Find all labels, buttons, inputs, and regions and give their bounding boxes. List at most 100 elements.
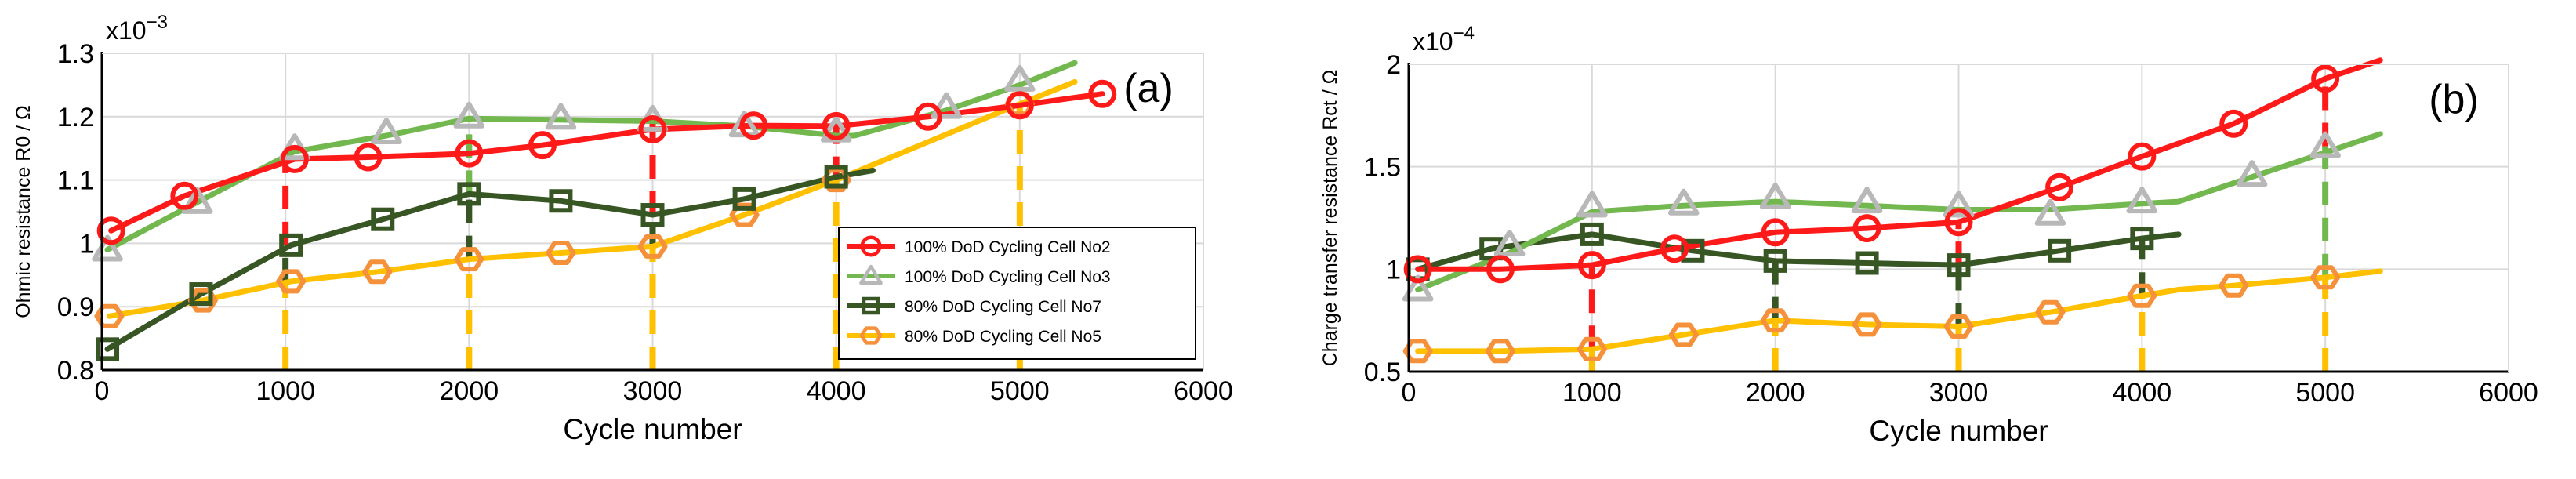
y-tick-label: 0.8 bbox=[57, 356, 94, 386]
point-cell3 bbox=[1667, 188, 1700, 216]
legend-marker-cell3 bbox=[859, 264, 883, 285]
series-line-cell5 bbox=[106, 78, 1078, 319]
point-cell3 bbox=[1402, 274, 1434, 302]
point-cell3 bbox=[545, 103, 577, 130]
legend-marker-shape bbox=[859, 264, 883, 285]
point-cell2 bbox=[528, 131, 557, 160]
point-cell3 bbox=[2126, 187, 2158, 214]
point-cell2 bbox=[455, 139, 484, 168]
point-cell2 bbox=[2219, 109, 2248, 138]
point-cell2 bbox=[170, 181, 199, 210]
point-cell5 bbox=[546, 241, 576, 265]
x-tick-label: 4000 bbox=[807, 376, 866, 406]
point-cell2 bbox=[1577, 251, 1606, 280]
legend-label: 100% DoD Cycling Cell No2 bbox=[905, 238, 1111, 256]
point-cell2 bbox=[280, 144, 309, 173]
point-cell5 bbox=[637, 234, 668, 259]
point-cell7 bbox=[1681, 238, 1705, 263]
y-tick-label: 1 bbox=[1386, 255, 1401, 285]
exponent-power: −4 bbox=[1453, 23, 1475, 44]
point-cell5 bbox=[2035, 299, 2066, 325]
point-cell2 bbox=[1088, 79, 1117, 108]
legend-label: 80% DoD Cycling Cell No5 bbox=[905, 328, 1101, 346]
point-cell3 bbox=[1943, 191, 1975, 218]
y-tick-label: 1 bbox=[79, 229, 94, 259]
series-markers bbox=[92, 64, 1117, 361]
point-cell3 bbox=[2309, 131, 2341, 158]
y-scale-exponent: x10−3 bbox=[106, 12, 168, 45]
point-cell2 bbox=[1944, 208, 1973, 237]
point-cell5 bbox=[94, 303, 125, 328]
point-cell3 bbox=[2034, 198, 2066, 226]
exponent-base: x10 bbox=[1413, 27, 1453, 56]
point-cell5 bbox=[276, 269, 307, 294]
panel-label: (a) bbox=[1123, 66, 1174, 111]
point-cell2 bbox=[739, 111, 768, 140]
legend-label: 100% DoD Cycling Cell No3 bbox=[905, 268, 1111, 286]
point-cell7 bbox=[457, 182, 481, 206]
x-tick-label: 1000 bbox=[1562, 378, 1622, 408]
point-cell2 bbox=[1852, 214, 1881, 243]
x-tick-label: 2000 bbox=[1746, 378, 1805, 408]
point-cell5 bbox=[1760, 308, 1791, 333]
point-cell5 bbox=[821, 168, 851, 193]
point-cell5 bbox=[1402, 339, 1433, 364]
series-line-cell2 bbox=[1415, 57, 2383, 272]
point-cell2 bbox=[1005, 91, 1034, 120]
point-cell3 bbox=[453, 101, 485, 129]
point-cell7 bbox=[1763, 249, 1787, 273]
panel-label: (b) bbox=[2429, 77, 2479, 122]
y-tick-label: 0.5 bbox=[1364, 357, 1401, 387]
legend-box bbox=[838, 227, 1196, 360]
point-cell3 bbox=[181, 187, 213, 214]
y-axis-label: Ohmic resistance R0 / Ω bbox=[13, 105, 34, 318]
point-cell7 bbox=[1947, 253, 1971, 278]
point-cell3 bbox=[1851, 187, 1883, 214]
point-cell2 bbox=[1660, 234, 1689, 263]
point-cell3 bbox=[1004, 64, 1036, 92]
point-cell7 bbox=[96, 337, 120, 361]
y-tick-label: 2 bbox=[1386, 50, 1401, 80]
series-markers bbox=[1402, 64, 2341, 364]
point-cell5 bbox=[1943, 314, 1974, 339]
point-cell3 bbox=[1759, 182, 1791, 209]
x-tick-label: 3000 bbox=[1929, 378, 1989, 408]
legend-label: 80% DoD Cycling Cell No7 bbox=[905, 298, 1101, 316]
x-tick-label: 3000 bbox=[623, 376, 683, 406]
point-cell2 bbox=[1486, 255, 1515, 284]
series-line-cell5 bbox=[1415, 268, 2383, 354]
y-tick-label: 1.2 bbox=[57, 103, 94, 132]
y-scale-exponent: x10−4 bbox=[1413, 23, 1475, 56]
point-cell5 bbox=[729, 202, 760, 227]
point-cell3 bbox=[1576, 191, 1608, 218]
point-cell5 bbox=[362, 259, 393, 285]
point-cell5 bbox=[1576, 336, 1607, 361]
point-cell5 bbox=[454, 247, 484, 272]
x-tick-label: 1000 bbox=[256, 376, 315, 406]
point-cell7 bbox=[2130, 227, 2154, 251]
point-cell2 bbox=[913, 102, 942, 131]
y-tick-label: 0.9 bbox=[57, 292, 94, 322]
legend-marker-shape bbox=[862, 296, 880, 315]
point-cell3 bbox=[931, 92, 962, 119]
legend: 100% DoD Cycling Cell No2 100% DoD Cyclin… bbox=[838, 227, 1196, 360]
series-lines bbox=[1415, 57, 2383, 354]
point-cell7 bbox=[189, 282, 213, 307]
x-tick-label: 6000 bbox=[1174, 376, 1233, 406]
series-line-cell7 bbox=[1415, 231, 2182, 272]
y-tick-label: 1.3 bbox=[57, 39, 94, 69]
x-tick-label: 5000 bbox=[990, 376, 1050, 406]
point-cell7 bbox=[1580, 222, 1604, 246]
y-tick-label: 1.1 bbox=[57, 166, 94, 196]
point-cell2 bbox=[354, 143, 383, 172]
point-cell2 bbox=[1403, 255, 1432, 284]
x-tick-label: 4000 bbox=[2113, 378, 2172, 408]
series-line-cell3 bbox=[104, 60, 1078, 252]
point-cell5 bbox=[1852, 312, 1882, 337]
point-cell7 bbox=[824, 165, 848, 189]
legend-marker-cell5 bbox=[859, 326, 883, 345]
point-cell2 bbox=[2311, 64, 2340, 93]
x-tick-label: 6000 bbox=[2479, 378, 2538, 408]
point-cell5 bbox=[2310, 265, 2341, 290]
